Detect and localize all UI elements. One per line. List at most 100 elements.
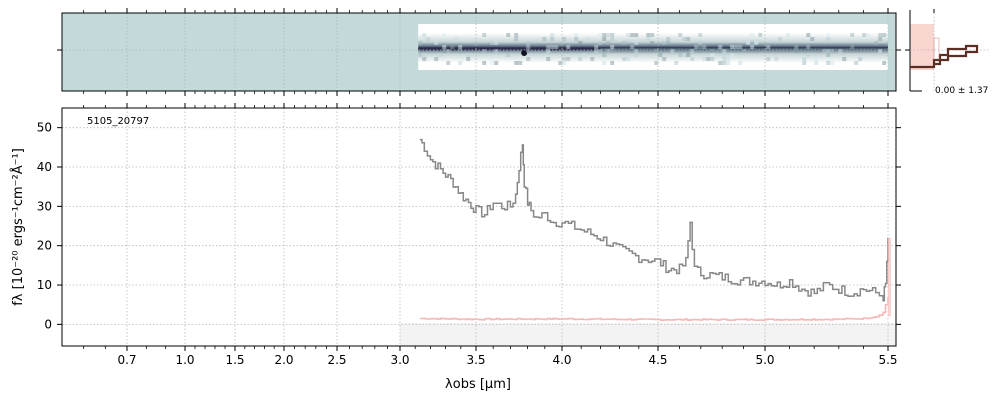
spectrum-2d-pixel [622,41,627,45]
spectrum-2d-pixel [606,33,611,37]
spectrum-2d-pixel [646,37,651,41]
spectrum-2d-pixel [878,49,883,53]
spectrum-2d-pixel [662,57,667,61]
spectrum-2d-pixel [598,33,603,37]
spectrum-2d-pixel [518,61,523,65]
spectrum-2d-pixel [730,45,735,49]
spectrum-2d-pixel [718,61,723,65]
spectrum-2d-pixel [654,49,659,53]
spectrum-2d-pixel [514,33,519,37]
spectrum-2d-pixel [702,45,707,49]
x-tick-label: 2.0 [274,353,293,367]
spectrum-2d-pixel [562,61,567,65]
x-tick-label: 5.5 [878,353,897,367]
spectrum-2d-pixel [458,49,463,53]
spectrum-2d-pixel [850,33,855,37]
profile-annotation: 0.00 ± 1.37 [935,86,988,96]
spectrum-2d-pixel [750,41,755,45]
spectrum-2d-pixel [490,41,495,45]
spectrum-2d-pixel [806,45,811,49]
spectrum-2d-pixel [706,57,711,61]
spectrum-2d-pixel [562,57,567,61]
spectrum-2d-pixel [670,49,675,53]
spectrum-2d-pixel [826,53,831,57]
spectrum-2d-pixel [482,33,487,37]
y-tick-label: 30 [37,199,52,213]
spectrum-2d-pixel [526,49,531,53]
spectrum-2d-pixel [874,41,879,45]
spectrum-2d-pixel [634,41,639,45]
spectrum-2d-pixel [446,49,451,53]
spectrum-2d-pixel [826,37,831,41]
spectrum-2d-pixel [422,53,427,57]
spectrum-2d-pixel [634,49,639,53]
spectrum-2d-pixel [802,61,807,65]
spectrum-2d-pixel [822,49,827,53]
spectrum-2d-pixel [814,57,819,61]
spectrum-2d-pixel [686,53,691,57]
spectrum-1d-panel: 0.7 1.0 1.5 2.0 2.5 3.0 3.5 4.0 4.5 5.0 5.5 0 10 20 3… [10,103,901,392]
spectrum-2d-pixel [794,49,799,53]
x-tick-label: 3.5 [466,353,485,367]
spectrum-2d-frame [61,12,897,92]
spectrum-2d-grid [62,13,896,91]
spectrum-2d-pixel [862,33,867,37]
x-axis-ticks: 0.7 1.0 1.5 2.0 2.5 3.0 3.5 4.0 4.5 5.0 5.5 [83,103,898,367]
spectrum-2d-pixel [606,49,611,53]
spectrum-2d-pixel [690,57,695,61]
spectrum-2d-pixel [722,49,727,53]
spectrum-2d-pixel [866,33,871,37]
spectrum-2d-pixel [754,41,759,45]
spectrum-2d-pixel [566,45,571,49]
spectrum-2d-pixel [710,57,715,61]
spectrum-2d-pixel [578,57,583,61]
spectrum-2d-pixel [750,45,755,49]
spectrum-2d-line-feature [521,50,528,56]
spectrum-2d-pixel [506,33,511,37]
spectrum-2d-pixel [450,45,455,49]
spectrum-2d-pixel [646,33,651,37]
spectrum-2d-pixel [698,45,703,49]
spectrum-2d-pixel [650,33,655,37]
profile-plot [905,9,990,92]
spectrum-2d-pixel [626,57,631,61]
spectrum-2d-pixel [494,61,499,65]
spectrum-2d-pixel [882,61,887,65]
spectrum-2d-pixel [738,45,743,49]
spectrum-2d-pixel [826,61,831,65]
x-tick-label: 1.0 [175,353,194,367]
spectrum-2d-pixel [598,49,603,53]
spectrum-2d-pixel [458,45,463,49]
spectrum-1d-grid [62,108,896,346]
spectrum-2d-pixel [710,49,715,53]
spectrum-2d-pixel [594,45,599,49]
spectrum-2d-pixel [434,57,439,61]
x-tick-label: 4.0 [552,353,571,367]
spectrum-2d-pixel [634,33,639,37]
spectrum-2d-pixel [726,57,731,61]
spectrum-2d-pixel [558,61,563,65]
y-tick-label: 0 [44,317,52,331]
spectrum-2d-pixel [458,61,463,65]
y-axis-ticks: 0 10 20 30 40 50 [37,121,901,331]
spectrum-2d-pixel [494,49,499,53]
y-tick-label: 40 [37,160,52,174]
spectrum-2d-pixel [514,37,519,41]
spectrum-2d-pixel [630,33,635,37]
x-tick-label: 4.5 [648,353,667,367]
spectrum-2d-pixel [682,37,687,41]
spectrum-2d-pixel [598,41,603,45]
spectrum-2d-pixel [882,33,887,37]
spectrum-2d-pixel [586,37,591,41]
spectrum-2d-pixel [702,57,707,61]
spectrum-2d-pixel [434,41,439,45]
spectrum-2d-ticks [57,8,901,96]
spectrum-2d-pixel [682,53,687,57]
spectrum-2d-pixel [426,37,431,41]
spectrum-2d-pixel [454,37,459,41]
spectrum-2d-pixel [610,49,615,53]
spectrum-2d-pixel [442,33,447,37]
spectrum-2d-pixel [602,53,607,57]
spectrum-2d-pixel [830,49,835,53]
